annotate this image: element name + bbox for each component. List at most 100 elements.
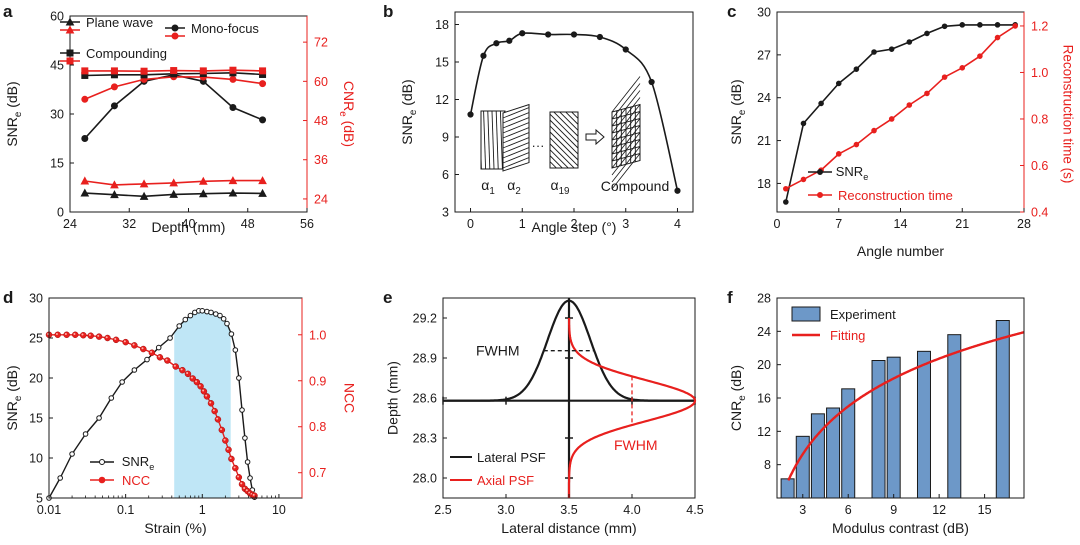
x-tick-label: 14 [894,217,908,231]
series-point [239,407,245,413]
legend-marker [66,57,74,65]
alpha2-hatch-line [502,132,530,144]
alpha1-pattern-hatch-line [462,81,466,201]
legend-entry-part: e [149,462,154,472]
series-point [941,74,948,80]
x-tick-label: 7 [835,217,842,231]
series-point [203,393,211,400]
alpha19-pattern-hatch-line [550,125,578,155]
alpha19-pattern-hatch-line [550,113,578,143]
panel-letter: d [3,288,13,307]
alpha19-pattern-hatch-line [550,119,578,149]
series-point [198,176,208,185]
y-axis-label-part: e [408,109,419,115]
y-axis-label-part: (dB) [4,365,20,395]
series-point-highlight [205,394,208,397]
series-point [994,22,1001,28]
series-point [888,46,895,52]
series-point [96,415,102,421]
x-tick-label: 56 [300,217,314,231]
inset-label-alpha19-part: 19 [559,186,570,197]
y-tick-label: 3 [442,206,449,220]
legend-marker [65,25,75,34]
legend-entry-part: SNR [122,454,149,469]
alpha1-pattern-hatch-line [483,111,487,169]
y2-tick-label: 60 [314,75,328,89]
series-point [232,347,239,353]
series-point [229,66,237,74]
series-point [81,135,89,142]
series-point [184,370,192,378]
alpha19-pattern-hatch-line [553,112,578,137]
inset-label-alpha1: α1 [481,177,495,197]
y-axis-label-part: SNR [728,115,744,145]
series-point [148,349,156,356]
series-point-highlight [202,389,205,392]
y-tick-label: 28 [757,292,771,306]
inset-label-alpha1-part: 1 [489,186,494,197]
x-tick-label: 15 [978,503,992,517]
alpha2-hatch-line [502,127,530,139]
panel-letter: a [3,2,13,21]
bar [826,407,841,499]
x-tick-label: 4.5 [686,503,703,517]
y-tick-label: 0 [57,206,64,220]
x-axis-label: Lateral distance (mm) [501,520,636,536]
series-point-highlight [237,475,240,478]
alpha19-pattern [549,111,579,169]
inset-label-alpha19-part: α [551,177,559,193]
alpha2-hatch-line [502,142,530,154]
bar [947,334,962,499]
y-tick-label: 21 [757,134,771,148]
y2-axis-label-part: e [337,111,348,117]
y2-tick-label: 1.0 [1031,66,1048,80]
y2-tick-label: 0.8 [309,420,326,434]
y-axis-label: CNRe (dB) [728,365,748,431]
y-tick-label: 20 [757,358,771,372]
bar [780,478,795,499]
series-point [63,331,70,339]
alpha1-pattern [449,81,506,202]
x-tick-label: 1 [199,503,206,517]
y-axis-label-part: e [13,111,24,117]
y-axis-label-part: SNR [4,117,20,147]
series-point [207,400,215,407]
y-tick-label: 10 [29,452,43,466]
series-point [228,455,235,463]
x-tick-label: 1 [519,217,526,231]
series-line-1 [785,25,1016,190]
legend-entry: NCC [122,473,150,488]
y-tick-label: 16 [757,392,771,406]
series-point [131,342,138,349]
y2-axis-label-part: (dB) [341,117,357,147]
alpha1-pattern-hatch-line [449,82,453,202]
series-point-highlight [209,401,212,404]
series-point [229,75,237,83]
series-point [81,95,89,103]
series-point [519,30,526,37]
series-point [924,30,930,37]
x-tick-label: 4.0 [623,503,640,517]
x-tick-label: 2.5 [434,503,451,517]
alpha19-pattern-hatch-line [550,137,578,167]
y-axis-label-part: (dB) [728,79,744,109]
y-tick-label: 24 [757,325,771,339]
panel-letter: b [383,2,393,21]
axial-psf-curve [567,317,697,499]
y2-tick-label: 0.9 [309,374,326,388]
y-tick-label: 20 [29,372,43,386]
inset-label-alpha2-part: 2 [515,186,520,197]
x-axis-label: Strain (%) [144,520,206,536]
compound-grid-line [611,146,641,183]
y-tick-label: 15 [29,412,43,426]
x-tick-label: 2 [571,217,578,231]
series-point [906,102,913,108]
series-point [119,379,125,385]
series-point [994,34,1001,41]
alpha2-hatch-line [502,112,530,124]
y-axis-label: SNRe (dB) [399,79,419,144]
series-point [228,331,235,337]
alpha2-hatch-line [502,107,530,119]
